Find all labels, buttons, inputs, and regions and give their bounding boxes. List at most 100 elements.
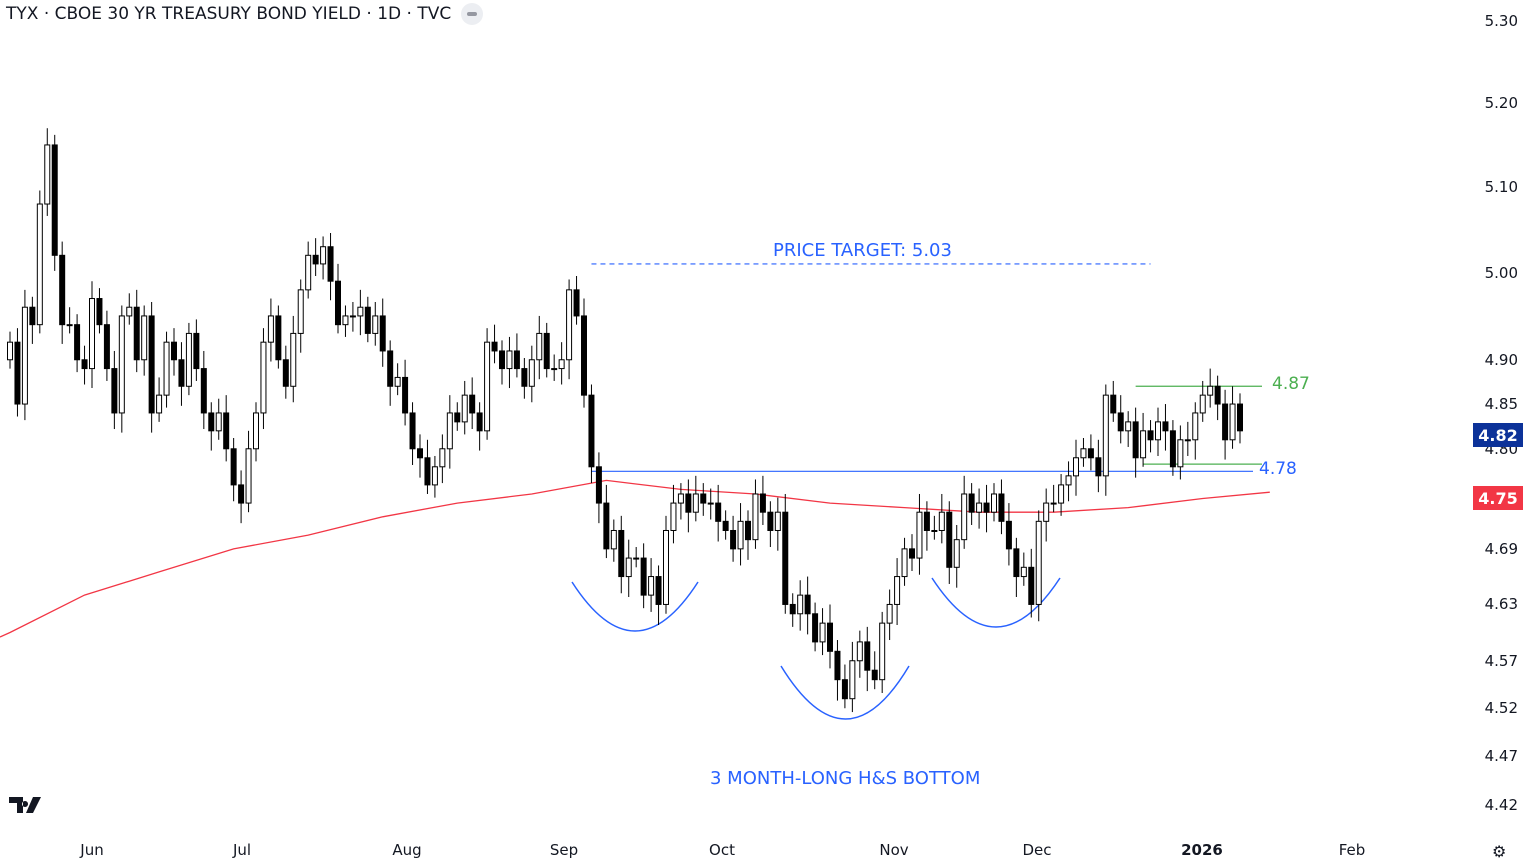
candle-body bbox=[305, 254, 312, 291]
minus-circle-icon[interactable] bbox=[461, 3, 484, 25]
candle-body bbox=[827, 622, 833, 652]
candle bbox=[446, 395, 453, 469]
candle-body bbox=[238, 484, 245, 504]
candle-body bbox=[297, 289, 304, 334]
candle-body bbox=[566, 289, 573, 361]
candle-body bbox=[707, 502, 714, 505]
candle-body bbox=[1028, 566, 1035, 605]
candle-body bbox=[521, 368, 528, 387]
candle bbox=[357, 289, 364, 336]
pattern-label: 3 MONTH-LONG H&S BOTTOM bbox=[710, 768, 981, 789]
candle bbox=[663, 515, 669, 614]
candle-body bbox=[372, 315, 379, 334]
x-tick-label: Nov bbox=[879, 841, 909, 859]
candle-body bbox=[961, 493, 968, 541]
candle bbox=[677, 483, 684, 520]
candle-body bbox=[44, 144, 51, 205]
candle bbox=[931, 515, 938, 540]
candle-body bbox=[640, 557, 647, 596]
candle-body bbox=[1169, 430, 1176, 468]
candle bbox=[1155, 407, 1161, 456]
candle bbox=[394, 363, 401, 396]
candle-body bbox=[506, 350, 513, 370]
candle bbox=[141, 305, 148, 376]
candle bbox=[871, 651, 878, 690]
candle bbox=[1110, 380, 1117, 422]
candle bbox=[14, 328, 21, 417]
candle bbox=[1035, 510, 1042, 622]
candle bbox=[946, 501, 953, 584]
candle bbox=[625, 539, 632, 597]
candle-body bbox=[267, 315, 274, 343]
candle-body bbox=[51, 144, 58, 256]
candle bbox=[282, 345, 289, 399]
x-tick-label: Jun bbox=[80, 841, 104, 859]
candle-body bbox=[14, 341, 21, 405]
head-arc bbox=[780, 665, 910, 720]
candle-body bbox=[1087, 448, 1094, 459]
candle-body bbox=[133, 306, 140, 361]
candle bbox=[1132, 407, 1139, 478]
candle-body bbox=[916, 511, 923, 559]
candle bbox=[633, 547, 640, 568]
candle bbox=[976, 488, 983, 529]
candle-body bbox=[1058, 484, 1065, 504]
candle bbox=[1050, 484, 1057, 513]
settings-icon[interactable]: ⚙ bbox=[1492, 842, 1507, 861]
candle-body bbox=[1013, 548, 1020, 578]
candle bbox=[372, 302, 379, 346]
candle-body bbox=[1005, 520, 1012, 550]
candle bbox=[558, 342, 565, 385]
candle-body bbox=[178, 359, 185, 387]
symbol-title: TYX · CBOE 30 YR TREASURY BOND YIELD · 1… bbox=[6, 4, 452, 24]
candle-body bbox=[417, 448, 423, 459]
candle-body bbox=[558, 359, 565, 370]
candle-body bbox=[1140, 430, 1147, 459]
candle bbox=[834, 640, 841, 701]
candle-body bbox=[715, 502, 722, 522]
candle bbox=[312, 238, 319, 277]
annotation-layer bbox=[571, 263, 1262, 720]
candle bbox=[1199, 380, 1206, 422]
candle bbox=[670, 484, 677, 544]
candle bbox=[618, 515, 625, 594]
candle bbox=[44, 128, 51, 216]
candle-body bbox=[484, 341, 491, 432]
candle bbox=[588, 384, 595, 484]
candle-body bbox=[692, 493, 699, 513]
candle-body bbox=[156, 394, 163, 414]
candle bbox=[439, 434, 446, 484]
candle bbox=[923, 501, 930, 551]
tradingview-logo[interactable] bbox=[9, 795, 47, 819]
candle-body bbox=[387, 350, 394, 387]
candle-body bbox=[349, 315, 356, 318]
candle bbox=[1222, 389, 1229, 460]
candle-body bbox=[730, 529, 737, 550]
candle bbox=[491, 324, 498, 364]
candle-body bbox=[141, 315, 148, 361]
candle-body bbox=[379, 315, 386, 352]
candle bbox=[759, 475, 766, 525]
candle-body bbox=[193, 332, 200, 370]
price-target-label: PRICE TARGET: 5.03 bbox=[773, 240, 952, 261]
candle-body bbox=[1237, 403, 1243, 432]
candle-body bbox=[469, 394, 476, 414]
candle-body bbox=[1043, 502, 1050, 522]
candle bbox=[431, 455, 438, 498]
candle bbox=[253, 402, 259, 462]
candle bbox=[983, 484, 990, 533]
candle bbox=[74, 314, 81, 373]
y-tick-label: 4.85 bbox=[1484, 395, 1518, 414]
candle bbox=[856, 630, 863, 678]
candle-body bbox=[737, 520, 744, 550]
candle bbox=[528, 345, 535, 403]
candle-body bbox=[909, 548, 915, 559]
candle bbox=[543, 322, 550, 378]
candle-body bbox=[163, 341, 170, 396]
candle bbox=[685, 479, 692, 533]
candle-body bbox=[342, 315, 349, 326]
candle-body bbox=[103, 324, 110, 370]
candle-body bbox=[946, 511, 953, 568]
candle-body bbox=[1102, 394, 1109, 477]
